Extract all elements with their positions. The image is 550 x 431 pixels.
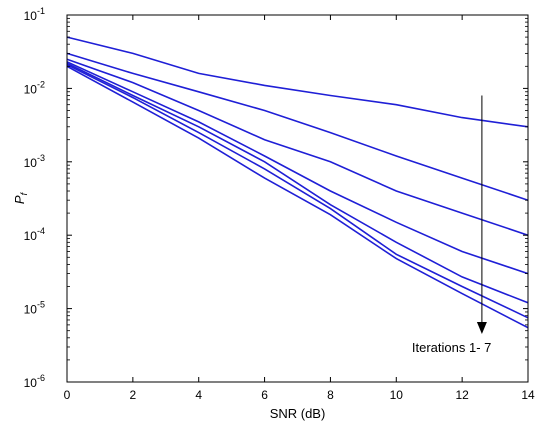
series-line-5 <box>66 62 529 304</box>
series-line-1 <box>66 36 529 128</box>
y-tick-label: 10-5 <box>24 300 45 317</box>
x-tick-label: 12 <box>455 388 469 402</box>
y-tick-label: 10-2 <box>24 79 45 96</box>
x-tick-label: 0 <box>64 388 71 402</box>
x-tick-label: 8 <box>327 388 334 402</box>
y-tick-label: 10-1 <box>24 6 45 23</box>
y-axis-label-main: P <box>12 195 27 204</box>
series-line-2 <box>66 52 529 201</box>
y-axis-label: Pf <box>12 191 29 204</box>
x-tick-label: 4 <box>195 388 202 402</box>
series-line-7 <box>66 65 529 329</box>
series-line-3 <box>66 58 529 236</box>
x-tick-label: 2 <box>130 388 137 402</box>
annotation-arrow-head <box>476 322 487 335</box>
y-tick-label: 10-3 <box>24 153 45 170</box>
series-line-4 <box>66 61 529 275</box>
y-axis-label-sub: f <box>19 191 29 195</box>
annotation-layer: Iterations 1- 7 <box>412 95 492 355</box>
tick-layer: 0 2 4 6 8 10 12 14 10-6 10-5 10-4 10-3 10-2 10-1 <box>24 6 535 402</box>
series-line-6 <box>66 63 529 319</box>
x-tick-label: 6 <box>261 388 268 402</box>
x-tick-label: 14 <box>521 388 535 402</box>
x-tick-label: 10 <box>390 388 404 402</box>
x-axis-label: SNR (dB) <box>270 406 326 421</box>
y-tick-label: 10-6 <box>24 373 45 390</box>
plot-frame <box>66 14 529 383</box>
annotation-text: Iterations 1- 7 <box>412 340 492 355</box>
series-layer <box>66 36 529 329</box>
y-tick-label: 10-4 <box>24 226 45 243</box>
